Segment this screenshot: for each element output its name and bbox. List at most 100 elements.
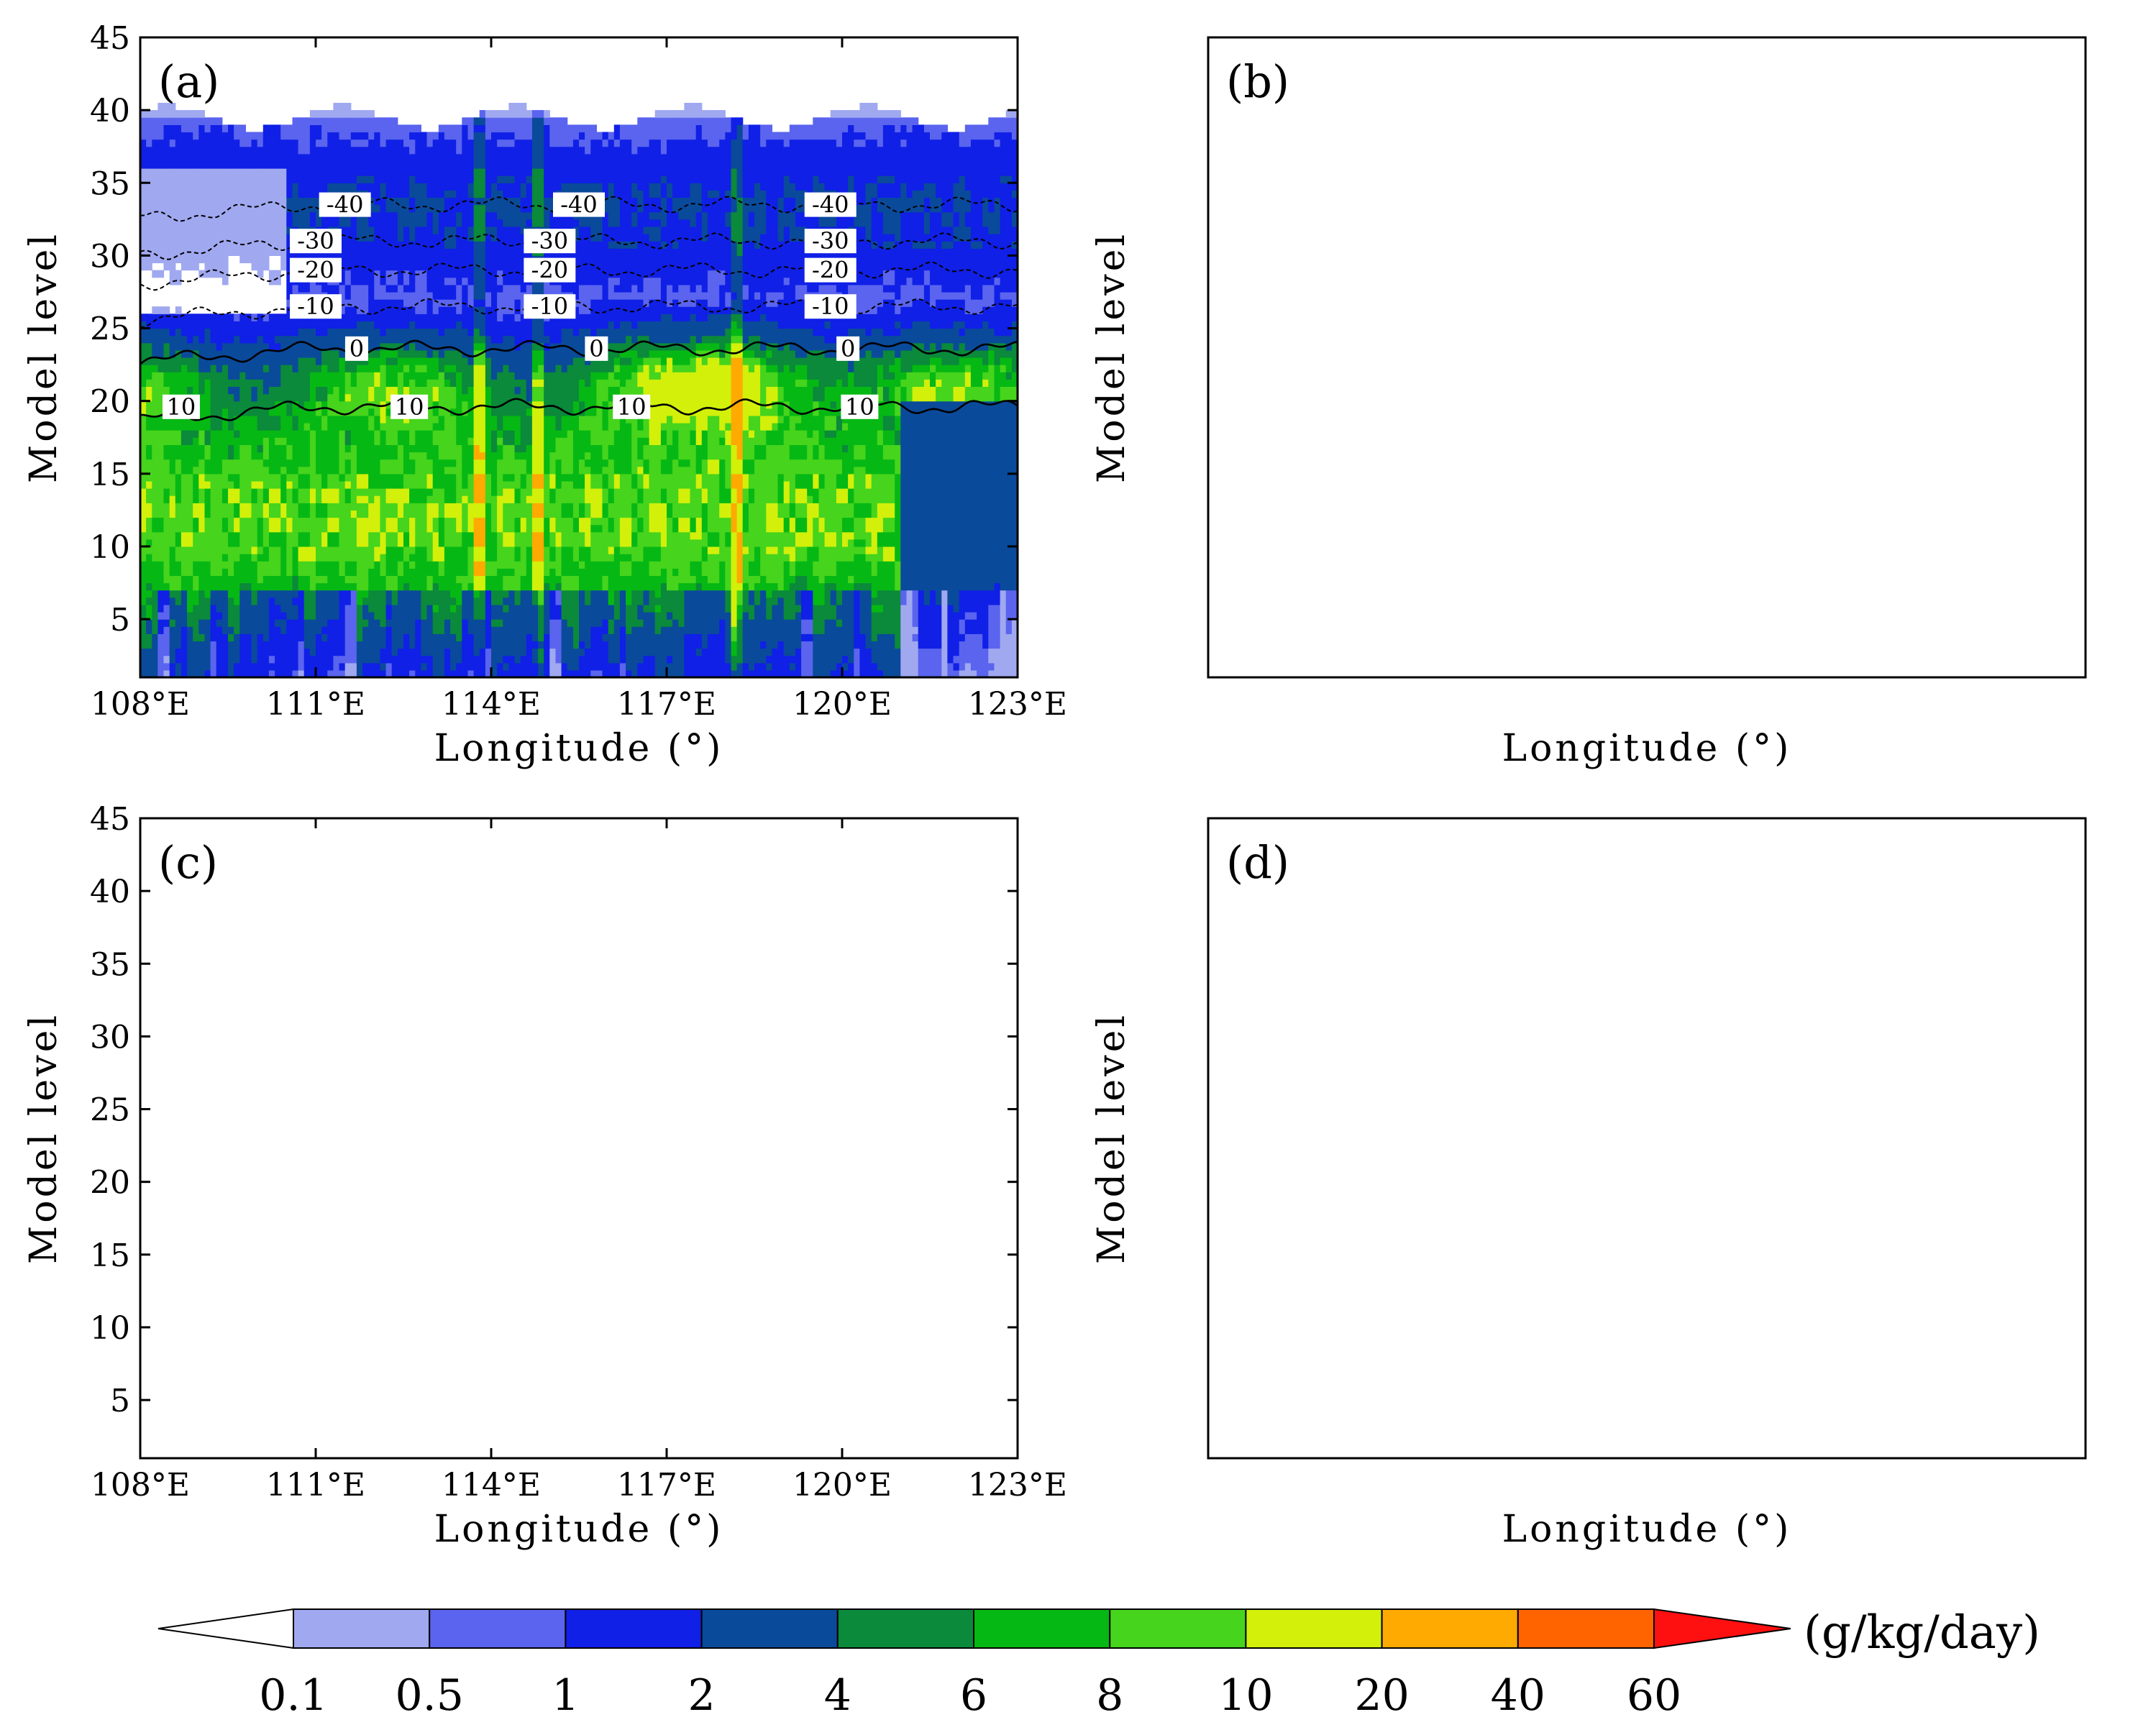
- field-cell: [228, 372, 234, 380]
- field-cell: [181, 430, 188, 438]
- field-cell: [175, 517, 182, 526]
- field-cell: [350, 313, 357, 321]
- field-cell: [234, 597, 240, 605]
- field-cell: [426, 248, 434, 256]
- field-cell: [514, 393, 521, 402]
- field-cell: [385, 430, 393, 438]
- field-cell: [385, 459, 393, 467]
- field-cell: [508, 633, 516, 641]
- field-cell: [169, 612, 176, 620]
- field-cell: [368, 626, 375, 634]
- field-cell: [514, 423, 521, 431]
- field-cell: [327, 473, 334, 482]
- field-cell: [286, 379, 293, 387]
- field-cell: [239, 168, 246, 176]
- field-cell: [257, 531, 264, 540]
- field-cell: [280, 423, 287, 431]
- field-cell: [380, 612, 387, 620]
- field-cell: [157, 430, 165, 438]
- field-cell: [169, 415, 176, 424]
- field-cell: [374, 466, 380, 475]
- field-cell: [198, 110, 205, 118]
- field-cell: [356, 619, 363, 627]
- field-cell: [344, 561, 352, 569]
- field-cell: [356, 328, 363, 337]
- field-cell: [234, 669, 240, 677]
- field-cell: [415, 284, 421, 293]
- field-cell: [491, 539, 498, 547]
- field-cell: [362, 452, 369, 460]
- field-cell: [262, 466, 270, 475]
- field-cell: [221, 495, 229, 503]
- field-cell: [415, 292, 421, 300]
- field-cell: [169, 480, 176, 489]
- field-cell: [157, 401, 165, 409]
- field-cell: [362, 459, 369, 467]
- field-cell: [333, 386, 340, 395]
- field-cell: [245, 219, 252, 227]
- field-cell: [421, 444, 428, 453]
- field-cell: [316, 365, 322, 372]
- field-cell: [286, 503, 293, 511]
- field-cell: [362, 539, 369, 547]
- field-cell: [356, 313, 363, 321]
- field-cell: [198, 444, 205, 453]
- field-cell: [251, 168, 258, 176]
- field-cell: [181, 437, 188, 445]
- field-cell: [339, 284, 346, 293]
- field-cell: [503, 248, 509, 256]
- field-cell: [280, 124, 287, 133]
- field-cell: [309, 372, 316, 380]
- field-cell: [503, 365, 509, 372]
- field-cell: [356, 430, 363, 438]
- field-cell: [432, 255, 439, 264]
- field-cell: [421, 313, 428, 321]
- field-cell: [491, 262, 498, 271]
- field-cell: [415, 197, 421, 206]
- field-cell: [356, 379, 363, 387]
- field-cell: [380, 270, 387, 278]
- field-cell: [187, 342, 193, 351]
- field-cell: [152, 153, 158, 162]
- field-cell: [262, 437, 270, 445]
- field-cell: [234, 372, 240, 380]
- field-cell: [327, 655, 334, 664]
- field-cell: [239, 641, 246, 649]
- field-cell: [221, 590, 229, 598]
- field-cell: [187, 495, 193, 503]
- field-cell: [526, 473, 533, 482]
- field-cell: [497, 117, 503, 125]
- field-cell: [316, 662, 322, 671]
- field-cell: [152, 234, 158, 242]
- field-cell: [491, 306, 498, 314]
- field-cell: [193, 357, 199, 365]
- field-cell: [140, 328, 147, 337]
- field-cell: [368, 648, 375, 656]
- field-cell: [397, 554, 404, 562]
- field-cell: [374, 590, 380, 598]
- field-cell: [198, 561, 205, 569]
- field-cell: [239, 183, 246, 191]
- field-cell: [426, 379, 434, 387]
- field-cell: [333, 466, 340, 475]
- field-cell: [456, 430, 462, 438]
- field-cell: [309, 437, 316, 445]
- field-cell: [175, 139, 182, 147]
- field-cell: [473, 349, 480, 358]
- field-cell: [403, 473, 410, 482]
- field-cell: [350, 255, 357, 264]
- field-cell: [520, 262, 527, 271]
- field-cell: [479, 488, 486, 496]
- field-cell: [339, 132, 346, 140]
- field-cell: [321, 328, 328, 337]
- field-cell: [210, 175, 217, 183]
- field-cell: [204, 139, 211, 147]
- field-cell: [298, 365, 305, 372]
- field-cell: [520, 139, 527, 147]
- field-cell: [491, 241, 498, 249]
- field-cell: [303, 444, 311, 453]
- field-cell: [175, 365, 182, 372]
- field-cell: [362, 313, 369, 321]
- field-cell: [344, 386, 352, 395]
- field-cell: [526, 423, 533, 431]
